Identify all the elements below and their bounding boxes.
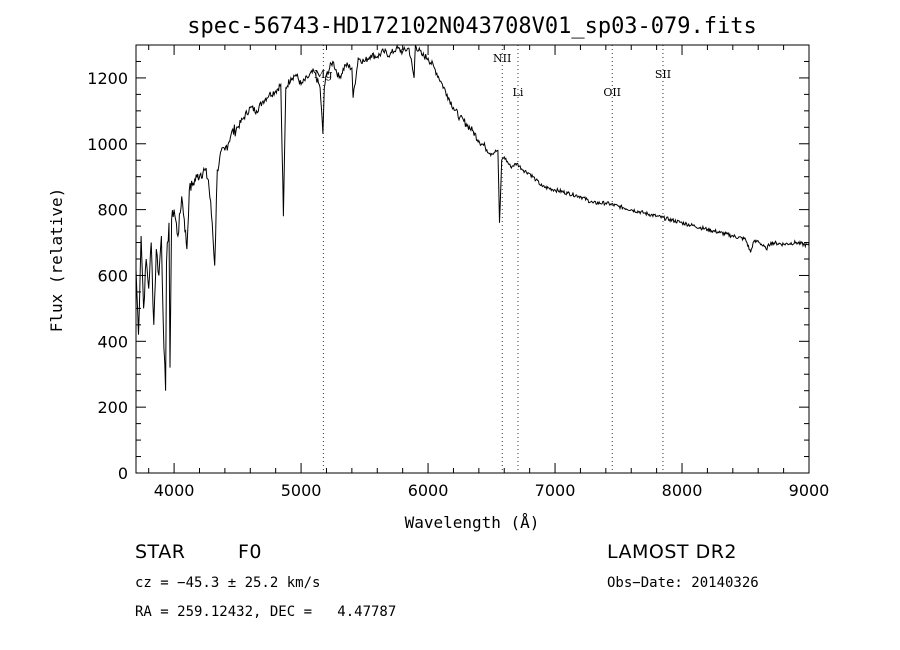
line-label-mg: Mg: [314, 68, 332, 81]
y-tick-label: 400: [97, 332, 128, 351]
y-tick-label: 1000: [87, 135, 128, 154]
x-tick-label: 6000: [408, 481, 449, 500]
spectrum-line: [135, 43, 810, 391]
observation-date: Obs−Date: 20140326: [607, 575, 759, 591]
line-label-oii: OII: [603, 86, 621, 99]
coordinates: RA = 259.12432, DEC = 4.47787: [135, 604, 397, 620]
object-type: STAR: [135, 541, 186, 563]
spectral-class: F0: [238, 541, 263, 563]
chart-title: spec-56743-HD172102N043708V01_sp03-079.f…: [187, 14, 757, 39]
line-label-sii: SII: [655, 68, 671, 81]
y-tick-label: 800: [97, 201, 128, 220]
y-tick-label: 600: [97, 266, 128, 285]
y-axis-label: Flux (relative): [47, 188, 66, 333]
x-tick-label: 4000: [154, 481, 195, 500]
x-tick-label: 9000: [789, 481, 830, 500]
line-label-nii: NII: [493, 52, 511, 65]
x-tick-label: 8000: [662, 481, 703, 500]
line-label-li: Li: [513, 86, 524, 99]
redshift-velocity: cz = −45.3 ± 25.2 km/s: [135, 575, 321, 591]
x-tick-label: 5000: [281, 481, 322, 500]
x-tick-label: 7000: [535, 481, 576, 500]
x-axis-label: Wavelength (Å): [405, 513, 540, 532]
survey-name: LAMOST DR2: [607, 541, 737, 563]
y-tick-label: 200: [97, 398, 128, 417]
y-tick-label: 0: [118, 464, 128, 483]
plot-frame: [135, 44, 810, 474]
y-tick-label: 1200: [87, 69, 128, 88]
